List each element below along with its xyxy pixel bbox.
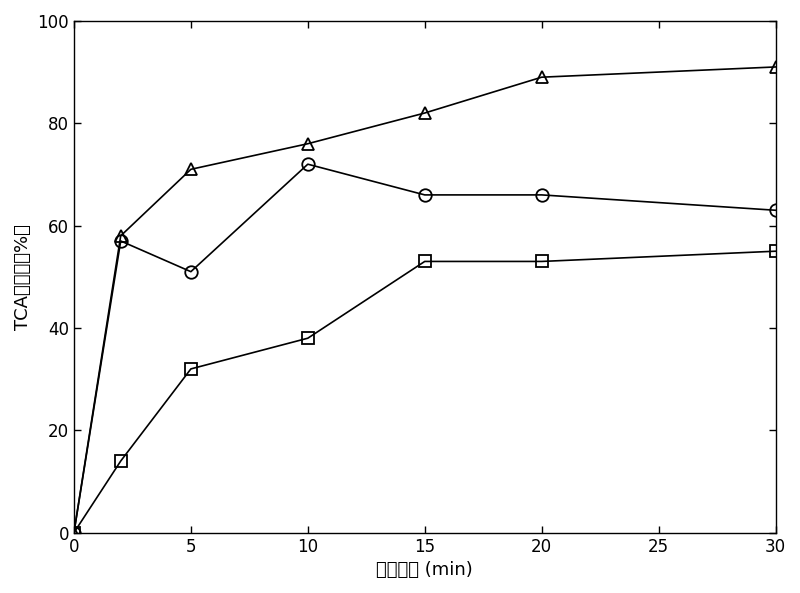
X-axis label: 反应时间 (min): 反应时间 (min)	[376, 561, 473, 579]
Y-axis label: TCA去除率（%）: TCA去除率（%）	[14, 224, 32, 330]
